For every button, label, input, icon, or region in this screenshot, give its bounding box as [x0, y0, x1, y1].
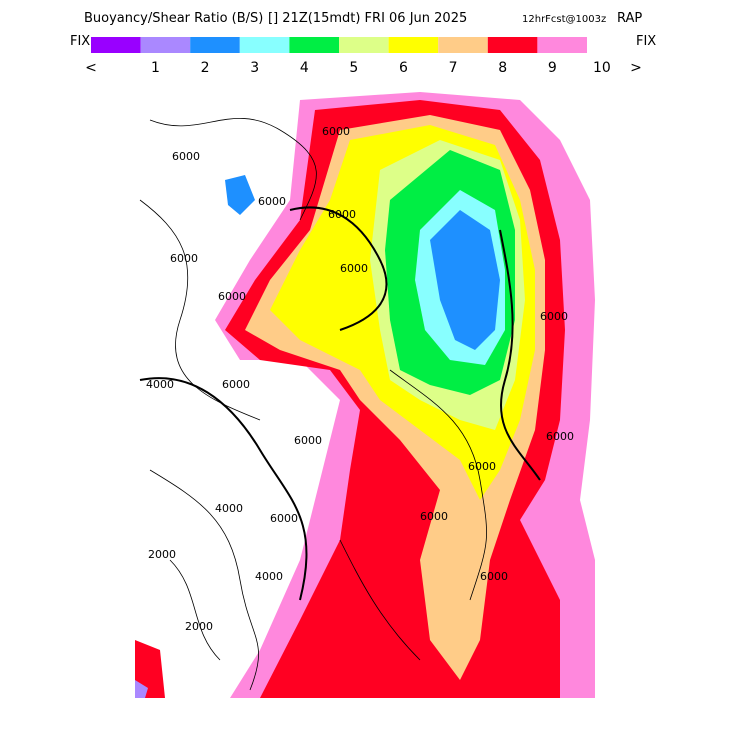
title: Buoyancy/Shear Ratio (B/S) — [84, 11, 263, 26]
colorbar-label: < — [85, 60, 97, 76]
contour-label: 6000 — [468, 460, 496, 473]
region-corner — [135, 640, 165, 698]
colorbar-left: FIX — [70, 34, 90, 49]
contour-label: 6000 — [172, 150, 200, 163]
colorbar-label: 2 — [201, 60, 210, 76]
contour-label: 6000 — [322, 125, 350, 138]
contour-labels: 6000 6000 6000 6000 6000 6000 6000 4000 6000 6000… — [146, 125, 574, 633]
contour-label: 4000 — [146, 378, 174, 391]
contour — [499, 229, 541, 481]
colorbar-swatch — [388, 37, 439, 53]
colorbar: <1 2 3 4 5 6 7 8 9 10 > — [85, 37, 642, 76]
colorbar-label: 3 — [250, 60, 259, 76]
colorbar-label: 7 — [449, 60, 458, 76]
valid-time: [] 21Z(15mdt) FRI 06 Jun 2025 — [268, 11, 467, 26]
contour-label: 6000 — [540, 310, 568, 323]
colorbar-label: 10 — [593, 60, 611, 76]
contour-label: 6000 — [546, 430, 574, 443]
contour-label: 6000 — [340, 262, 368, 275]
colorbar-swatch — [91, 37, 141, 53]
colorbar-swatch — [487, 37, 538, 53]
contour — [139, 199, 261, 421]
contour-label: 6000 — [480, 570, 508, 583]
contour-label: 6000 — [170, 252, 198, 265]
contour-label: 6000 — [270, 512, 298, 525]
contour-label: 6000 — [218, 290, 246, 303]
contour-label: 4000 — [255, 570, 283, 583]
contour — [339, 539, 421, 661]
colorbar-label: 9 — [548, 60, 557, 76]
colorbar-swatch — [339, 37, 389, 53]
colorbar-right: FIX — [636, 34, 656, 49]
colorbar-swatch — [190, 37, 240, 53]
map — [135, 88, 595, 698]
colorbar-label: 4 — [300, 60, 309, 76]
colorbar-swatch — [438, 37, 488, 53]
contour-label: 6000 — [294, 434, 322, 447]
contour — [169, 559, 221, 661]
contour-label: 2000 — [148, 548, 176, 561]
colorbar-swatch — [140, 37, 191, 53]
forecast: 12hrFcst@1003z — [522, 14, 606, 25]
contour — [139, 377, 308, 601]
contour-label: 6000 — [222, 378, 250, 391]
region-2 — [430, 210, 500, 350]
contour — [149, 469, 259, 691]
colorbar-swatch — [239, 37, 290, 53]
contour — [289, 206, 388, 331]
colorbar-label: 1 — [151, 60, 160, 76]
colorbar-label: > — [630, 60, 642, 76]
colorbar-swatch — [289, 37, 339, 53]
colorbar-swatch — [537, 37, 587, 53]
colorbar-label: 6 — [399, 60, 408, 76]
contour-label: 6000 — [420, 510, 448, 523]
model: RAP — [617, 11, 642, 26]
contour-label: 4000 — [215, 502, 243, 515]
colorbar-label: 5 — [349, 60, 358, 76]
contour-label: 6000 — [328, 208, 356, 221]
contour-label: 2000 — [185, 620, 213, 633]
region-corner-low — [135, 680, 148, 698]
contour — [389, 369, 487, 601]
contour — [149, 118, 317, 221]
region-small — [225, 175, 255, 215]
colorbar-label: 8 — [498, 60, 507, 76]
contour-label: 6000 — [258, 195, 286, 208]
